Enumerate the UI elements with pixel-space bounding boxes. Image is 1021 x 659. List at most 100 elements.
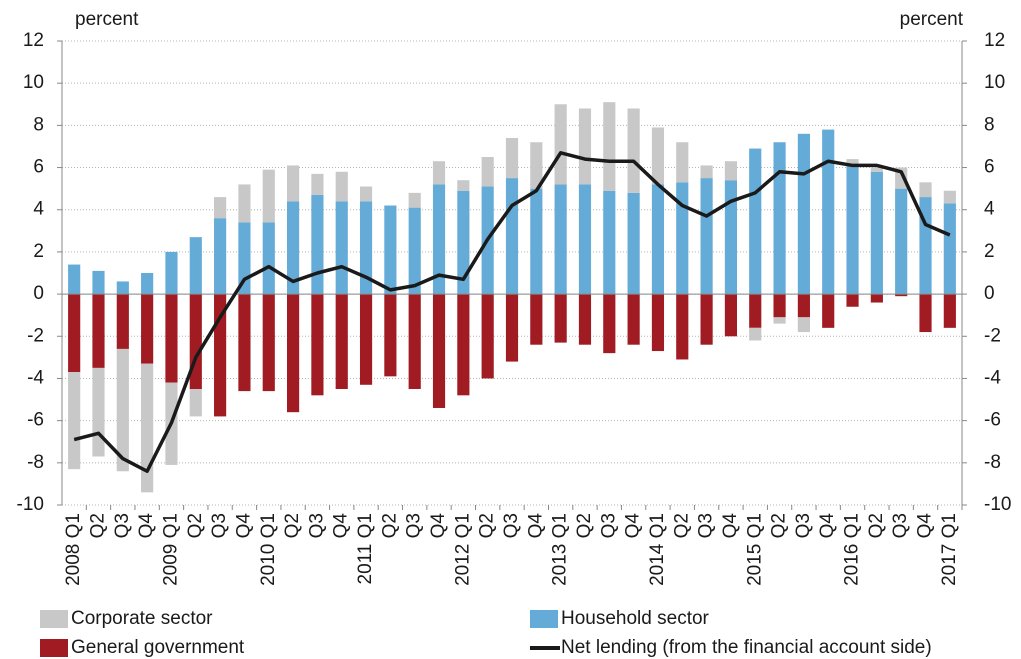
x-tick-label: Q4 <box>331 513 352 539</box>
x-tick-label: Q2 <box>88 513 109 538</box>
bar-segment <box>870 171 883 295</box>
x-tick-label: Q2 <box>379 513 400 538</box>
bar-segment <box>676 182 689 295</box>
bar-segment <box>773 294 786 318</box>
bar-segment <box>384 294 397 377</box>
bar-segment <box>165 251 178 295</box>
x-tick-label: Q2 <box>574 513 595 538</box>
bar-segment <box>627 108 640 193</box>
y2-tick-label: -6 <box>984 410 1001 431</box>
bar-segment <box>530 142 543 189</box>
legend-swatch <box>40 610 68 628</box>
y-tick-label: 8 <box>33 114 44 135</box>
y2-tick-label: 6 <box>984 157 995 178</box>
x-tick-label: Q2 <box>282 513 303 538</box>
x-tick-label: Q3 <box>112 513 133 538</box>
bar-segment <box>92 294 105 368</box>
bar-segment <box>116 281 129 295</box>
x-tick-label: Q3 <box>598 513 619 538</box>
y-tick-label: 10 <box>23 72 44 93</box>
bar-segment <box>457 294 470 396</box>
bar-segment <box>724 180 737 295</box>
bar-segment <box>189 237 202 295</box>
bar-segment <box>651 184 665 295</box>
x-tick-label: 2014 Q1 <box>647 513 668 586</box>
x-tick-label: Q4 <box>720 513 741 539</box>
bar-segment <box>651 294 665 352</box>
x-tick-label: 2016 Q1 <box>842 513 863 586</box>
x-tick-label: Q3 <box>404 513 425 538</box>
bar-segment <box>432 294 446 408</box>
bar-segment <box>724 161 737 181</box>
y2-tick-label: -8 <box>984 452 1001 473</box>
x-tick-label: 2013 Q1 <box>550 513 571 586</box>
x-tick-label: 2010 Q1 <box>258 513 279 586</box>
bar-segment <box>943 190 956 204</box>
x-tick-label: 2012 Q1 <box>452 513 473 586</box>
bar-segment <box>530 294 543 345</box>
bar-segment <box>846 294 859 307</box>
y2-axis-label: percent <box>900 9 964 30</box>
bar-segment <box>335 201 348 295</box>
y-tick-label: 12 <box>23 30 44 51</box>
bar-segment <box>335 171 348 202</box>
x-tick-label: Q2 <box>185 513 206 538</box>
bar-segment <box>287 201 300 295</box>
bar-segment <box>749 294 762 328</box>
bar-segment <box>627 192 640 295</box>
bar-segment <box>311 173 324 195</box>
bar-segment <box>189 294 202 389</box>
bar-segment <box>822 294 835 328</box>
bar-segment <box>870 294 883 303</box>
legend-label: General government <box>71 637 245 658</box>
x-tick-label: Q4 <box>136 513 157 539</box>
x-tick-label: Q3 <box>209 513 230 538</box>
bar-segment <box>335 294 348 389</box>
bar-segment <box>700 294 713 345</box>
bar-segment <box>141 273 154 295</box>
bar-segment <box>432 161 446 185</box>
legend-swatch <box>40 639 68 657</box>
bar-segment <box>214 218 227 295</box>
bar-segment <box>262 294 275 392</box>
y-tick-label: -10 <box>17 494 44 515</box>
bar-segment <box>141 294 154 364</box>
bar-segment <box>895 294 908 297</box>
bar-segment <box>578 108 592 185</box>
x-tick-label: Q2 <box>866 513 887 538</box>
bar-segment <box>603 190 616 295</box>
bar-segment <box>530 188 543 295</box>
bar-segment <box>651 127 665 185</box>
bar-segment <box>311 194 324 295</box>
y2-tick-label: 0 <box>984 283 995 304</box>
bar-segment <box>287 294 300 413</box>
bar-segment <box>505 294 519 362</box>
bar-segment <box>262 169 275 223</box>
bar-segment <box>68 294 81 373</box>
bar-segment <box>141 363 154 493</box>
y-tick-label: -8 <box>27 452 44 473</box>
y-tick-label: -2 <box>27 325 44 346</box>
bar-segment <box>457 190 470 295</box>
bar-segment <box>700 178 713 295</box>
y2-tick-label: 10 <box>984 72 1005 93</box>
bar-segment <box>359 294 373 385</box>
bar-segment <box>214 197 227 219</box>
y-tick-label: 4 <box>33 199 44 220</box>
x-tick-label: Q4 <box>915 513 936 539</box>
bar-segment <box>919 182 932 198</box>
x-tick-label: 2017 Q1 <box>939 513 960 586</box>
y2-tick-label: 12 <box>984 30 1005 51</box>
x-tick-label: Q4 <box>525 513 546 539</box>
x-tick-label: Q4 <box>817 513 838 539</box>
bar-segment <box>627 294 640 345</box>
bar-segment <box>238 294 251 392</box>
x-tick-label: Q4 <box>428 513 449 539</box>
x-tick-label: Q3 <box>890 513 911 538</box>
bar-segment <box>895 167 908 189</box>
bar-segment <box>919 294 932 333</box>
x-tick-label: Q4 <box>233 513 254 539</box>
bar-segment <box>676 294 689 360</box>
bar-segment <box>554 184 567 295</box>
